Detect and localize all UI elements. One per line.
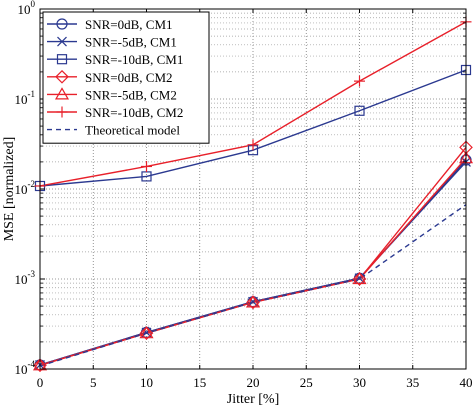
plus-marker — [141, 160, 152, 172]
legend-entry: SNR=-10dB, CM2 — [47, 105, 183, 120]
y-tick-label: 100 — [18, 0, 36, 17]
diamond-marker — [352, 272, 367, 286]
square-marker — [56, 54, 68, 65]
legend-label: SNR=-5dB, CM1 — [85, 35, 177, 50]
y-tick-labels: 10-4 10-3 10-2 10-1 100 — [15, 0, 36, 377]
diamond-marker — [33, 358, 47, 373]
legend-box — [42, 11, 210, 144]
plus-marker — [247, 139, 259, 151]
legend-label: SNR=-5dB, CM2 — [85, 87, 177, 102]
y-tick-label: 10-4 — [15, 359, 36, 377]
x-axis-label: Jitter [%] — [227, 392, 279, 407]
x-tick-label: 15 — [193, 375, 206, 390]
legend-label: SNR=0dB, CM1 — [85, 17, 173, 32]
legend-label: SNR=-10dB, CM1 — [85, 52, 183, 67]
x-tick-label: 20 — [247, 375, 260, 390]
diamond-marker — [139, 326, 154, 341]
triangle-marker — [54, 87, 70, 100]
legend-entry: SNR=0dB, CM1 — [47, 17, 173, 32]
x-tick-labels: 0 5 10 15 20 25 30 35 40 — [37, 375, 473, 390]
square-marker — [354, 105, 365, 116]
legend-entry: Theoretical model — [47, 123, 180, 138]
y-tick-label: 10-1 — [15, 89, 36, 107]
diamond-marker — [246, 295, 260, 310]
diamond-marker — [55, 69, 69, 84]
legend-label: SNR=-10dB, CM2 — [85, 105, 183, 120]
circle-marker — [56, 18, 68, 30]
legend-entry: SNR=0dB, CM2 — [47, 70, 173, 85]
legend: SNR=0dB, CM1 SNR=-5dB, CM1 SNR=-10dB, CM1 S… — [42, 11, 210, 144]
x-tick-label: 25 — [300, 375, 313, 390]
plus-marker — [354, 75, 365, 87]
legend-label: SNR=0dB, CM2 — [85, 70, 173, 85]
legend-entry: SNR=-5dB, CM1 — [47, 35, 177, 50]
x-tick-label: 5 — [90, 375, 97, 390]
plus-marker — [56, 106, 68, 118]
y-tick-label: 10-2 — [15, 179, 36, 197]
x-tick-label: 30 — [353, 375, 366, 390]
y-tick-label: 10-3 — [15, 269, 36, 287]
axis-ticks — [39, 8, 467, 370]
legend-label: Theoretical model — [85, 123, 180, 138]
x-tick-label: 10 — [140, 375, 153, 390]
triangle-marker — [139, 325, 154, 339]
x-tick-label: 0 — [37, 375, 44, 390]
y-axis-label: MSE [normalized] — [2, 137, 17, 242]
legend-entry: SNR=-5dB, CM2 — [47, 87, 177, 102]
triangle-marker — [245, 295, 261, 308]
series-line — [39, 204, 467, 367]
x-tick-label: 35 — [406, 375, 419, 390]
legend-entry: SNR=-10dB, CM1 — [47, 52, 183, 67]
x-tick-label: 40 — [460, 375, 473, 390]
triangle-marker — [32, 358, 48, 371]
x-marker — [57, 36, 67, 47]
triangle-marker — [352, 271, 367, 285]
